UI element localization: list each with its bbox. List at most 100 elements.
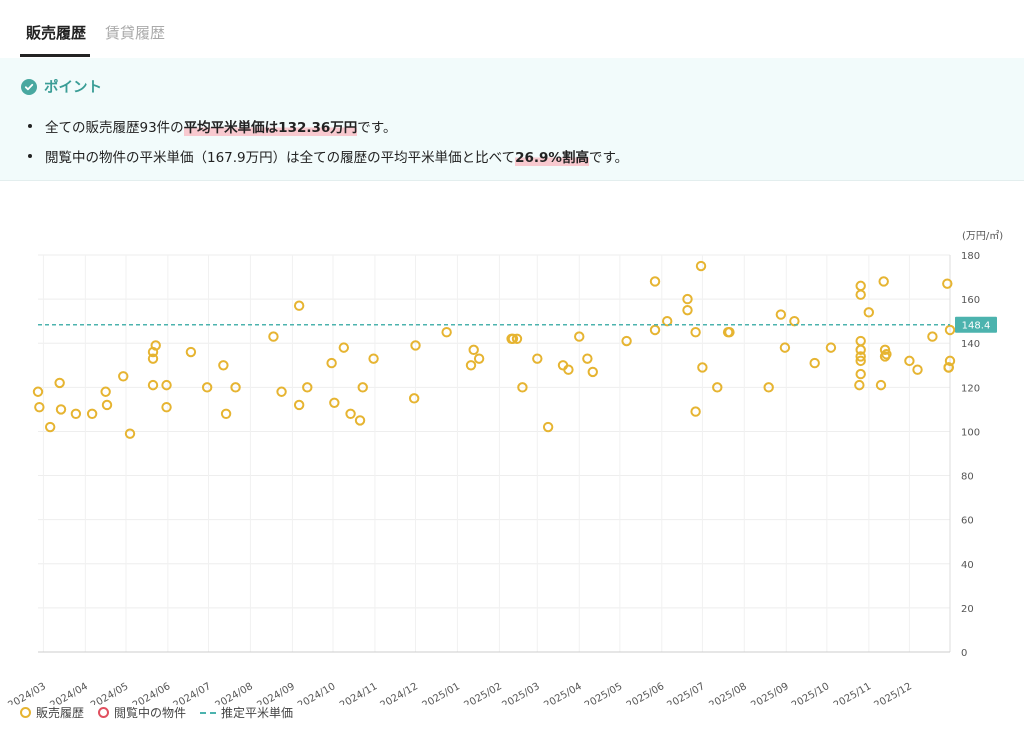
scatter-point xyxy=(302,382,313,393)
legend-viewing-marker xyxy=(98,707,110,718)
y-axis-unit-label: (万円/㎡) xyxy=(962,230,1003,242)
scatter-point xyxy=(542,421,554,433)
legend-sales-marker xyxy=(20,707,31,718)
scatter-point xyxy=(944,355,956,367)
legend-viewing[interactable]: 閲覧中の物件 xyxy=(98,704,186,721)
scatter-point xyxy=(468,344,479,356)
scatter-point xyxy=(649,276,661,287)
x-tick-label: 2025/07 xyxy=(665,681,706,705)
x-tick-label: 2024/03 xyxy=(6,681,47,705)
x-tick-label: 2025/04 xyxy=(542,681,583,705)
y-tick-label: 160 xyxy=(961,295,980,306)
scatter-point xyxy=(100,386,111,397)
chart-legend: 販売履歴 閲覧中の物件 推定平米単価 xyxy=(20,704,307,721)
scatter-point xyxy=(329,397,340,408)
x-tick-label: 2024/06 xyxy=(131,681,172,705)
scatter-point xyxy=(878,276,889,287)
scatter-point xyxy=(942,278,953,289)
bullet-text: 全ての販売履歴93件の xyxy=(45,120,184,136)
scatter-point xyxy=(124,428,136,439)
scatter-point xyxy=(326,357,337,369)
y-tick-label: 140 xyxy=(961,339,980,350)
scatter-point xyxy=(268,331,279,342)
scatter-point xyxy=(712,382,723,393)
point-summary: ポイント 全ての販売履歴93件の 平均平米単価は132.36万円 です。 閲覧中の物… xyxy=(0,58,1024,181)
scatter-point xyxy=(943,362,954,373)
x-tick-label: 2024/10 xyxy=(296,681,337,705)
x-tick-label: 2025/11 xyxy=(832,681,873,705)
y-tick-label: 100 xyxy=(961,427,980,438)
bullet-text-end: です。 xyxy=(357,120,397,136)
scatter-point xyxy=(70,408,82,420)
x-tick-label: 2025/08 xyxy=(707,681,748,705)
x-tick-label: 2025/12 xyxy=(872,681,913,705)
scatter-point xyxy=(161,379,172,391)
tab-rental-history[interactable]: 賃貸履歴 xyxy=(105,24,166,42)
x-tick-label: 2024/11 xyxy=(338,681,379,705)
scatter-point xyxy=(517,382,528,393)
scatter-point xyxy=(863,307,875,318)
scatter-point xyxy=(695,260,707,272)
scatter-point xyxy=(855,335,866,347)
scatter-point xyxy=(855,289,866,300)
scatter-point xyxy=(101,399,113,411)
scatter-point xyxy=(855,280,866,292)
scatter-point xyxy=(724,326,735,338)
scatter-point xyxy=(150,340,161,351)
scatter-point xyxy=(563,364,574,375)
scatter-point xyxy=(690,406,701,417)
point-title: ポイント xyxy=(44,80,102,96)
x-tick-label: 2024/05 xyxy=(89,681,130,705)
scatter-point xyxy=(775,309,787,320)
legend-sales-label: 販売履歴 xyxy=(36,706,85,720)
scatter-point xyxy=(368,353,379,364)
scatter-point xyxy=(511,333,523,345)
scatter-point xyxy=(55,404,67,415)
scatter-point xyxy=(218,360,229,371)
scatter-point xyxy=(357,382,368,393)
scatter-point xyxy=(779,342,791,353)
scatter-point xyxy=(587,366,598,378)
scatter-point xyxy=(161,401,172,413)
x-tick-label: 2025/09 xyxy=(749,681,790,705)
scatter-point xyxy=(825,342,837,353)
scatter-point xyxy=(185,346,197,358)
scatter-point xyxy=(855,368,866,380)
point-header: ポイント xyxy=(21,76,102,97)
scatter-point xyxy=(147,353,159,364)
scatter-point xyxy=(54,377,65,389)
legend-estimate-label: 推定平米単価 xyxy=(221,706,294,720)
scatter-point xyxy=(293,399,305,411)
legend-sales[interactable]: 販売履歴 xyxy=(20,704,84,721)
scatter-point xyxy=(879,344,891,356)
y-tick-label: 0 xyxy=(961,648,967,659)
scatter-point xyxy=(408,393,420,404)
scatter-point xyxy=(34,401,45,413)
estimate-value-badge xyxy=(955,316,997,333)
scatter-point xyxy=(44,421,56,433)
x-tick-label: 2024/09 xyxy=(255,681,296,705)
scatter-point xyxy=(809,357,820,369)
average-price-highlight: 平均平米単価は132.36万円 xyxy=(183,116,358,136)
x-tick-label: 2024/08 xyxy=(213,681,254,705)
scatter-point xyxy=(944,324,956,336)
bullet-dot xyxy=(28,154,32,158)
estimate-value-label: 148.4 xyxy=(962,321,991,332)
scatter-point xyxy=(293,300,305,311)
x-tick-label: 2025/03 xyxy=(500,681,541,705)
bullet-text-end: です。 xyxy=(588,150,629,166)
scatter-point xyxy=(147,379,159,391)
scatter-point xyxy=(855,351,866,362)
scatter-point xyxy=(507,333,519,345)
scatter-point xyxy=(682,304,693,316)
scatter-point xyxy=(690,326,701,338)
bullet-dot xyxy=(28,124,32,128)
tab-sales-history[interactable]: 販売履歴 xyxy=(26,24,87,42)
x-tick-label: 2025/01 xyxy=(420,681,461,705)
scatter-point xyxy=(410,340,421,351)
legend-estimate[interactable]: 推定平米単価 xyxy=(200,704,293,721)
scatter-point xyxy=(912,364,923,375)
legend-viewing-label: 閲覧中の物件 xyxy=(114,706,187,720)
scatter-point xyxy=(697,362,708,373)
check-circle-icon xyxy=(21,78,37,95)
